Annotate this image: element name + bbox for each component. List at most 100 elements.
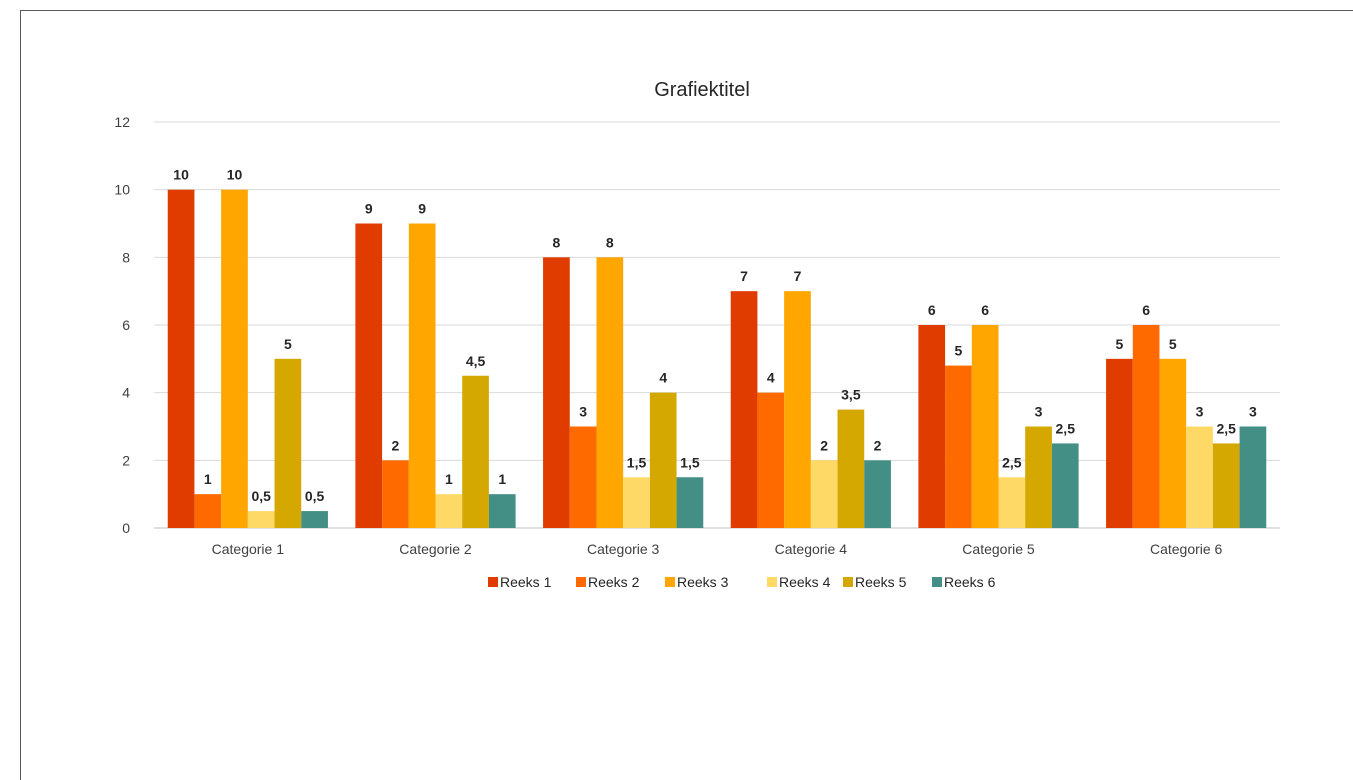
bar [596, 257, 624, 528]
bar [1132, 325, 1160, 528]
legend-swatch [576, 577, 586, 587]
data-label: 6 [928, 302, 936, 318]
data-label: 8 [606, 234, 614, 250]
data-label: 5 [1116, 336, 1124, 352]
legend-label: Reeks 6 [944, 574, 996, 590]
bar [1106, 358, 1133, 528]
bar [810, 460, 838, 528]
y-tick-label: 10 [114, 182, 130, 198]
bar [569, 426, 597, 528]
legend: Reeks 1 Reeks 2 Reeks 3 Reeks 4 Reeks 5 Reeks… [488, 574, 996, 590]
data-label: 10 [173, 167, 189, 183]
bar [649, 392, 677, 528]
legend-label: Reeks 5 [855, 574, 907, 590]
data-label: 1 [445, 471, 453, 487]
data-label: 5 [955, 343, 963, 359]
x-tick-label: Categorie 6 [1150, 541, 1223, 557]
y-tick-label: 0 [122, 520, 130, 536]
data-label: 10 [227, 167, 243, 183]
chart-title: Grafiektitel [654, 79, 750, 101]
data-label: 1,5 [680, 454, 700, 470]
data-label: 4 [659, 370, 667, 386]
x-tick-label: Categorie 3 [587, 541, 660, 557]
bar [945, 365, 972, 528]
data-label: 1 [498, 471, 506, 487]
bar [1212, 443, 1240, 528]
bar [1186, 426, 1213, 528]
bar [167, 189, 195, 528]
bar [784, 291, 811, 528]
x-tick-label: Categorie 2 [399, 541, 472, 557]
y-tick-label: 4 [122, 385, 130, 401]
data-labels: 10 1 10 0,5 5 0,5 9 2 9 1 4,5 1 8 3 8 1,5 4 1,5 7 4 7 2 3,5 2 6 5… [173, 167, 1257, 504]
legend-swatch [665, 577, 675, 587]
bar [194, 494, 222, 528]
data-label: 3,5 [841, 387, 861, 403]
y-tick-label: 12 [114, 114, 130, 130]
bar [355, 223, 383, 528]
y-tick-label: 8 [122, 249, 130, 265]
bar [462, 375, 489, 528]
bar [408, 223, 436, 528]
data-label: 8 [553, 234, 561, 250]
data-label: 4 [767, 370, 775, 386]
bar [918, 325, 946, 528]
data-label: 4,5 [466, 353, 486, 369]
y-axis: 0 2 4 6 8 10 12 [114, 114, 130, 536]
legend-swatch [488, 577, 498, 587]
data-label: 9 [418, 201, 426, 217]
data-label: 2 [874, 437, 882, 453]
data-label: 2 [392, 437, 400, 453]
bar [382, 460, 409, 528]
data-label: 3 [1249, 404, 1257, 420]
bar [864, 460, 891, 528]
data-label: 1 [204, 471, 212, 487]
bar [221, 189, 248, 528]
data-label: 7 [740, 268, 748, 284]
x-tick-label: Categorie 1 [212, 541, 285, 557]
bar [1159, 358, 1187, 528]
data-label: 2 [820, 437, 828, 453]
x-tick-label: Categorie 4 [775, 541, 848, 557]
bar [676, 477, 704, 528]
data-label: 6 [981, 302, 989, 318]
y-tick-label: 6 [122, 317, 130, 333]
data-label: 2,5 [1002, 454, 1022, 470]
data-label: 3 [579, 404, 587, 420]
data-label: 9 [365, 201, 373, 217]
data-label: 2,5 [1216, 420, 1236, 436]
legend-swatch [843, 577, 853, 587]
x-tick-label: Categorie 5 [962, 541, 1035, 557]
bars [167, 189, 1267, 528]
bar [301, 511, 328, 528]
bar [730, 291, 758, 528]
data-label: 3 [1035, 404, 1043, 420]
gridlines [154, 121, 1280, 529]
legend-label: Reeks 3 [677, 574, 729, 590]
y-tick-label: 2 [122, 452, 130, 468]
data-label: 3 [1196, 404, 1204, 420]
bar [998, 477, 1026, 528]
bar [837, 409, 865, 528]
bar [274, 358, 302, 528]
bar [971, 325, 999, 528]
bar [435, 494, 463, 528]
bar [623, 477, 650, 528]
legend-label: Reeks 4 [779, 574, 831, 590]
data-label: 1,5 [627, 454, 647, 470]
data-label: 5 [284, 336, 292, 352]
x-axis: Categorie 1 Categorie 2 Categorie 3 Categor… [212, 541, 1223, 557]
bar [488, 494, 516, 528]
bar [543, 257, 570, 528]
legend-label: Reeks 1 [500, 574, 552, 590]
data-label: 0,5 [305, 488, 325, 504]
bar [247, 511, 275, 528]
bar [1025, 426, 1052, 528]
legend-label: Reeks 2 [588, 574, 640, 590]
bar [757, 392, 785, 528]
legend-swatch [932, 577, 942, 587]
data-label: 2,5 [1056, 420, 1076, 436]
data-label: 5 [1169, 336, 1177, 352]
bar [1239, 426, 1267, 528]
